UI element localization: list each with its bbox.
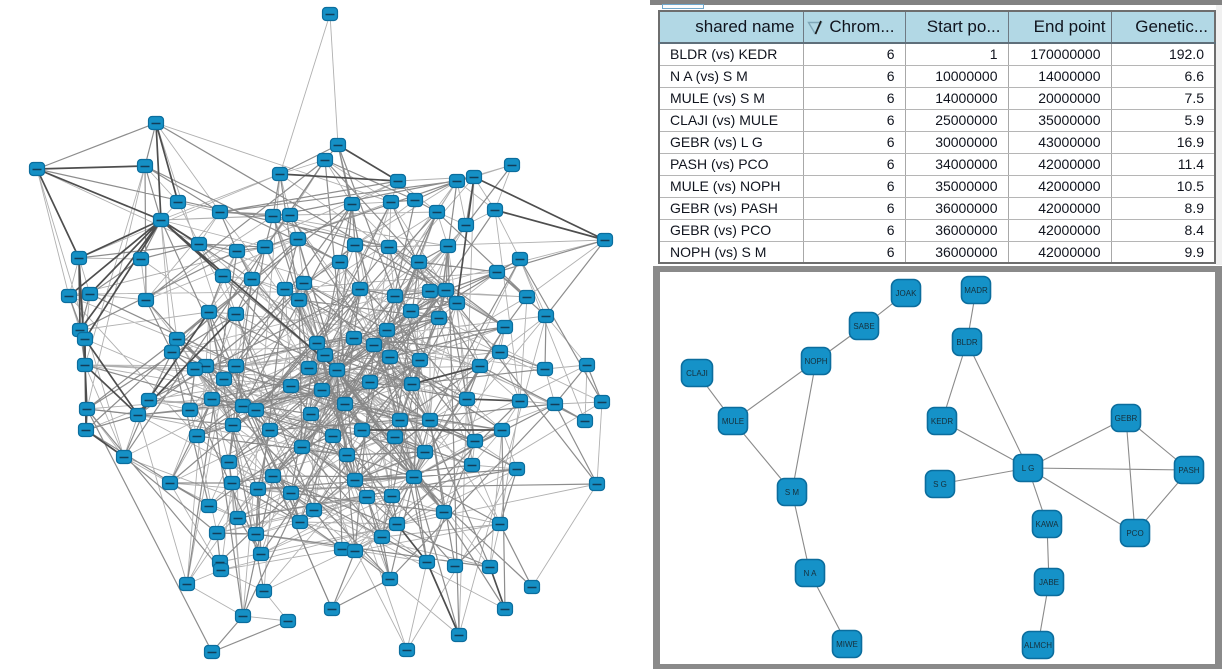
svg-text:S M: S M	[785, 488, 800, 497]
svg-text:KAWA: KAWA	[1036, 520, 1060, 529]
svg-text:PASH: PASH	[1178, 466, 1199, 475]
svg-text:NOPH: NOPH	[804, 357, 827, 366]
svg-text:MIWE: MIWE	[836, 640, 858, 649]
svg-text:CLAJI: CLAJI	[686, 369, 708, 378]
svg-text:JABE: JABE	[1039, 578, 1059, 587]
svg-text:N A: N A	[804, 569, 818, 578]
svg-text:BLDR: BLDR	[956, 338, 978, 347]
svg-text:KEDR: KEDR	[931, 417, 953, 426]
svg-text:PCO: PCO	[1126, 529, 1143, 538]
svg-text:ALMCH: ALMCH	[1024, 641, 1052, 650]
svg-text:JOAK: JOAK	[896, 289, 918, 298]
svg-text:MULE: MULE	[722, 417, 744, 426]
svg-text:S G: S G	[933, 480, 947, 489]
svg-text:MADR: MADR	[964, 286, 988, 295]
svg-text:SABE: SABE	[853, 322, 874, 331]
svg-text:L G: L G	[1022, 464, 1035, 473]
svg-text:GEBR: GEBR	[1115, 414, 1138, 423]
